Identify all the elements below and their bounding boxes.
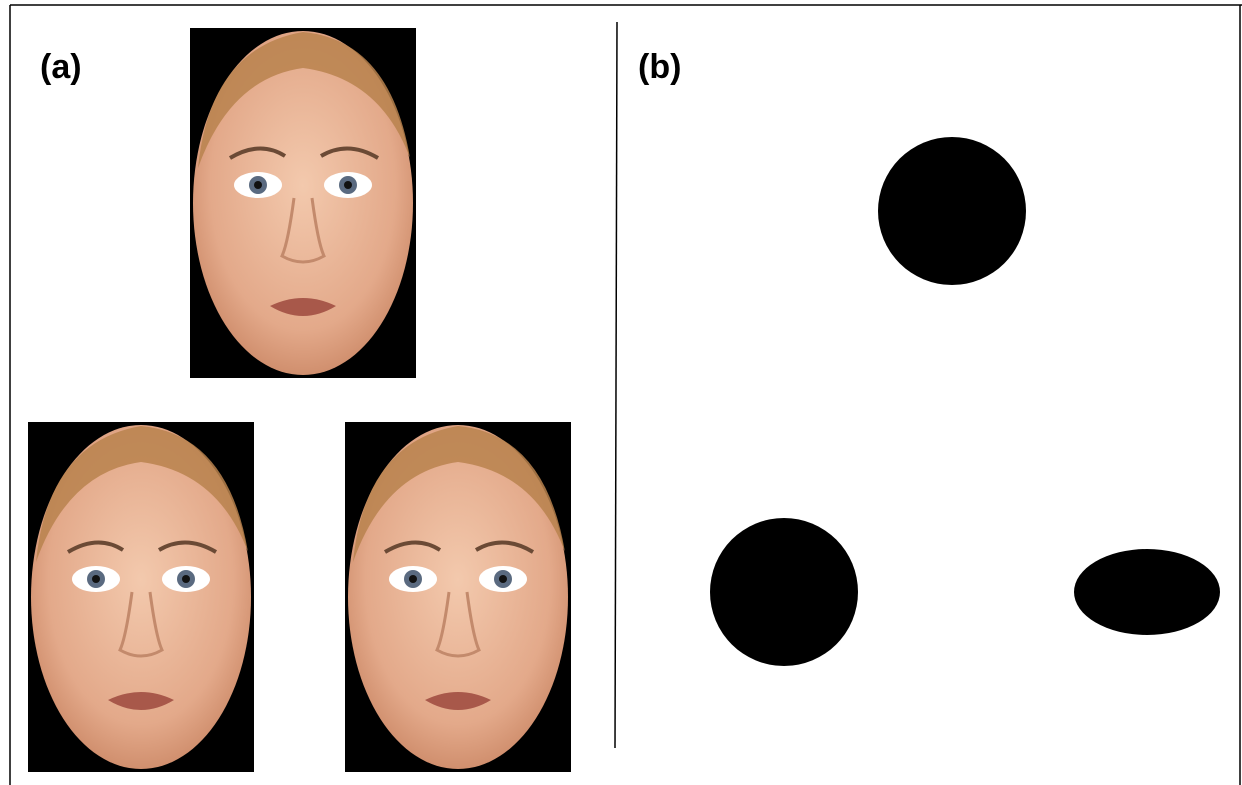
panel-label: (b) — [638, 48, 681, 86]
face-image — [345, 422, 571, 772]
divider — [615, 22, 617, 748]
circle-stimulus — [878, 137, 1026, 285]
face-image — [190, 28, 416, 378]
figure: (a) (b) — [0, 0, 1242, 785]
panel-label: (a) — [40, 48, 82, 86]
face-image — [28, 422, 254, 772]
ellipse-stimulus — [1074, 549, 1220, 635]
circle-stimulus — [710, 518, 858, 666]
